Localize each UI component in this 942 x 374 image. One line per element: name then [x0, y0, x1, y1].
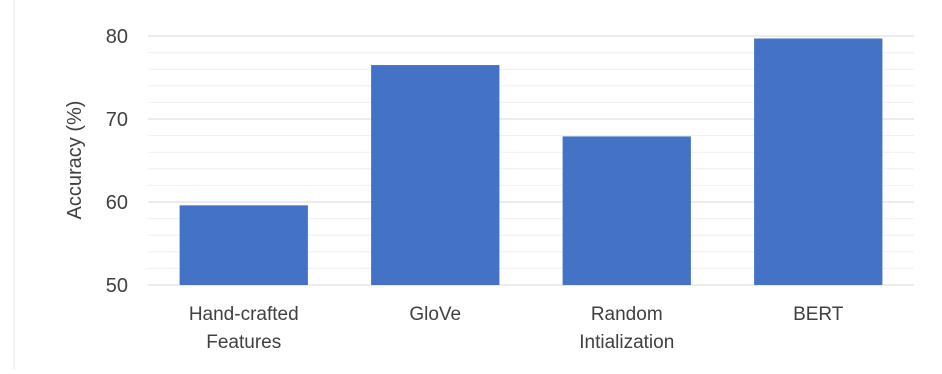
- x-tick-label: GloVe: [409, 304, 461, 325]
- y-axis-ticks: 50 60 70 80: [106, 26, 128, 297]
- bar: [754, 38, 883, 285]
- bar: [179, 205, 308, 285]
- y-tick-label: 80: [106, 26, 128, 48]
- x-tick-label: Intialization: [579, 332, 674, 353]
- x-axis-ticks: Hand-crafted Features GloVe Random Intializa…: [189, 304, 844, 353]
- bar: [371, 65, 500, 285]
- x-tick-label: Features: [206, 332, 281, 353]
- y-axis-label: Accuracy (%): [64, 101, 86, 220]
- x-tick-label: Hand-crafted: [189, 304, 299, 325]
- x-tick-label: BERT: [793, 304, 844, 325]
- y-tick-label: 50: [106, 275, 128, 297]
- x-tick-label: Random: [591, 304, 663, 325]
- bar: [562, 136, 691, 285]
- y-tick-label: 60: [106, 192, 128, 214]
- y-tick-label: 70: [106, 109, 128, 131]
- bar-layer: [179, 38, 883, 285]
